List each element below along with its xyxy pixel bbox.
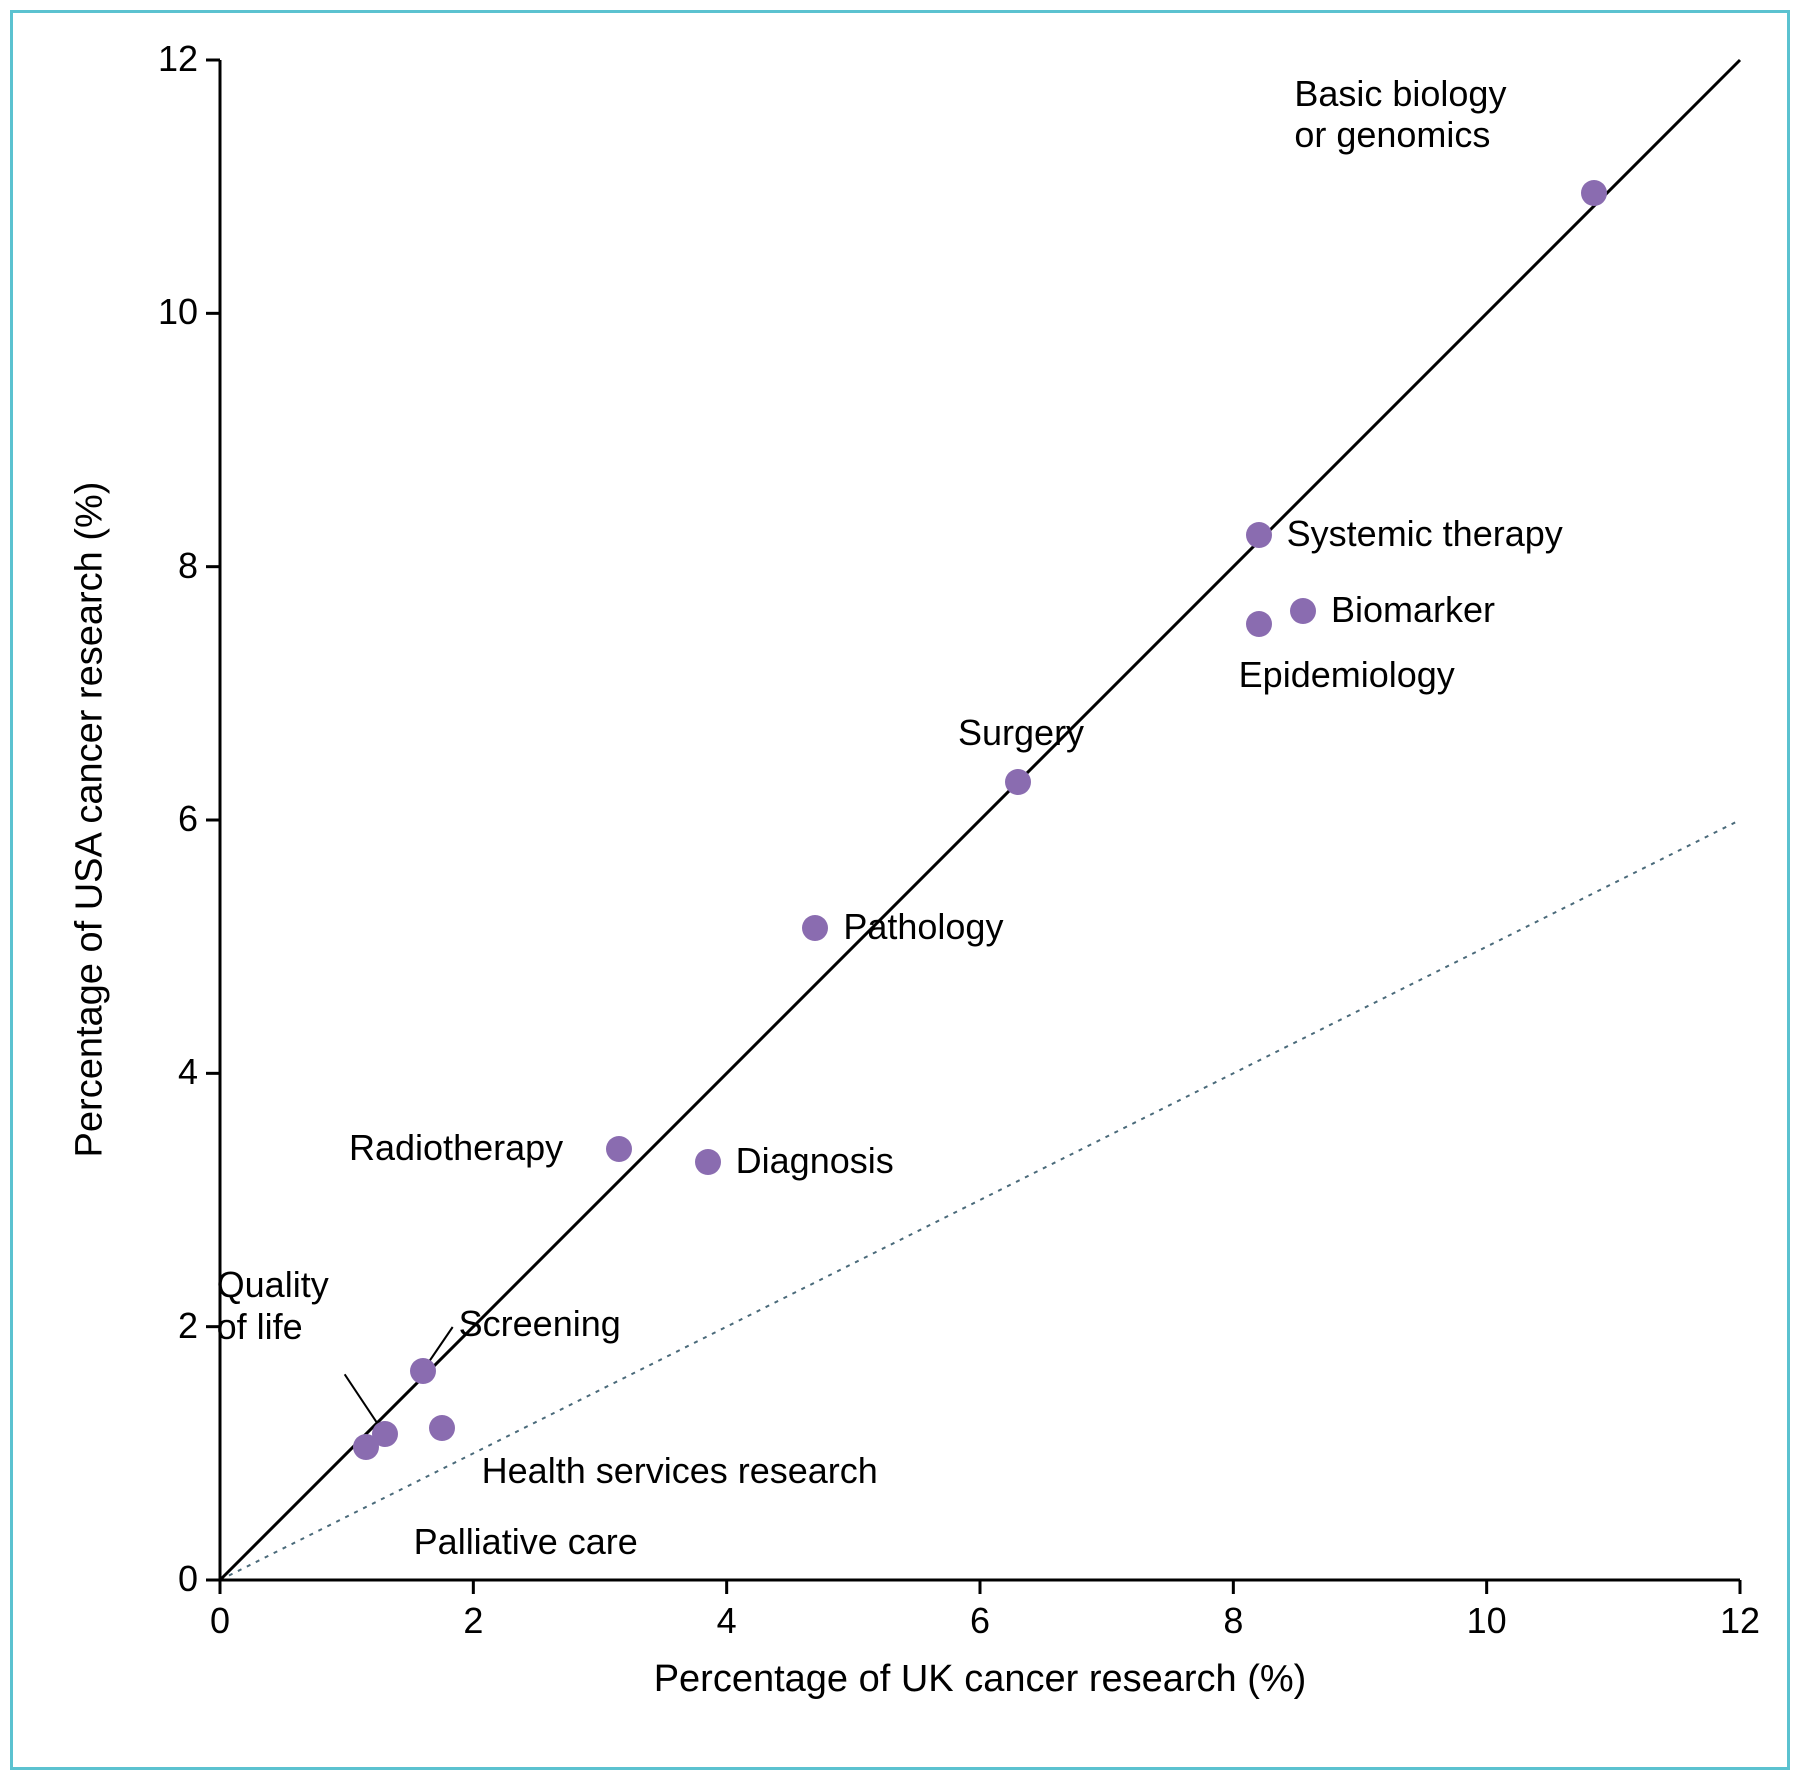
data-point-label: Radiotherapy xyxy=(349,1127,563,1168)
x-tick-label: 4 xyxy=(707,1600,747,1642)
data-point-label: Pathology xyxy=(843,906,1003,947)
x-tick-label: 0 xyxy=(200,1600,240,1642)
data-point-label: Basic biology or genomics xyxy=(1294,73,1506,156)
y-tick-label: 4 xyxy=(178,1051,198,1093)
chart-container: 0 2 4 6 8 10 12 0 2 4 6 8 10 12 Percentage of UK cance… xyxy=(0,0,1800,1780)
data-point xyxy=(606,1136,632,1162)
data-point xyxy=(353,1434,379,1460)
y-axis-title: Percentage of USA cancer research (%) xyxy=(69,420,112,1220)
data-point xyxy=(802,915,828,941)
data-point-label: Screening xyxy=(459,1303,621,1344)
data-point-label: Health services research xyxy=(482,1450,878,1491)
x-tick-label: 8 xyxy=(1213,1600,1253,1642)
x-tick-label: 2 xyxy=(453,1600,493,1642)
x-axis-title: Percentage of UK cancer research (%) xyxy=(610,1658,1350,1701)
data-point-label: Palliative care xyxy=(414,1521,638,1562)
y-tick-label: 10 xyxy=(158,291,198,333)
x-tick-label: 12 xyxy=(1720,1600,1760,1642)
data-point-label: Biomarker xyxy=(1331,589,1495,630)
data-point-label: Diagnosis xyxy=(736,1140,894,1181)
y-tick-label: 6 xyxy=(178,798,198,840)
data-point-label: Quality of life xyxy=(217,1264,329,1347)
y-tick-label: 2 xyxy=(178,1305,198,1347)
x-tick-label: 6 xyxy=(960,1600,1000,1642)
x-tick-label: 10 xyxy=(1467,1600,1507,1642)
chart-border xyxy=(10,10,1790,1770)
y-tick-label: 8 xyxy=(178,545,198,587)
data-point xyxy=(429,1415,455,1441)
data-point xyxy=(1246,611,1272,637)
data-point xyxy=(695,1149,721,1175)
data-point xyxy=(1290,598,1316,624)
data-point-label: Systemic therapy xyxy=(1287,513,1563,554)
data-point xyxy=(410,1358,436,1384)
data-point xyxy=(1581,180,1607,206)
data-point-label: Epidemiology xyxy=(1239,654,1455,695)
data-point xyxy=(1005,769,1031,795)
y-tick-label: 12 xyxy=(158,38,198,80)
data-point-label: Surgery xyxy=(958,712,1084,753)
data-point xyxy=(1246,522,1272,548)
y-tick-label: 0 xyxy=(178,1558,198,1600)
